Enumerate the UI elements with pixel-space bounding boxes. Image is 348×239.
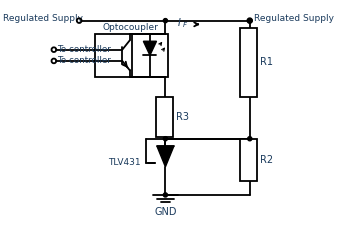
Text: Regulated Supply: Regulated Supply — [3, 14, 83, 23]
Text: R2: R2 — [260, 155, 273, 165]
Circle shape — [163, 19, 167, 23]
Circle shape — [163, 193, 167, 197]
Text: I: I — [177, 18, 181, 28]
Text: Regulated Supply: Regulated Supply — [254, 14, 334, 23]
Circle shape — [163, 137, 167, 141]
Bar — [240, 139, 257, 181]
Circle shape — [248, 137, 252, 141]
Polygon shape — [143, 41, 157, 55]
Polygon shape — [157, 146, 174, 167]
Bar — [240, 28, 257, 97]
Text: F: F — [183, 22, 187, 28]
Text: To controller: To controller — [57, 56, 111, 65]
Bar — [156, 97, 173, 137]
Text: R1: R1 — [260, 57, 273, 67]
Text: Optocoupler: Optocoupler — [102, 23, 158, 32]
Bar — [95, 34, 168, 77]
Text: To controller: To controller — [57, 45, 111, 54]
Text: GND: GND — [154, 207, 177, 217]
Circle shape — [248, 19, 252, 23]
Text: R3: R3 — [176, 112, 189, 122]
Text: TLV431: TLV431 — [108, 158, 141, 167]
